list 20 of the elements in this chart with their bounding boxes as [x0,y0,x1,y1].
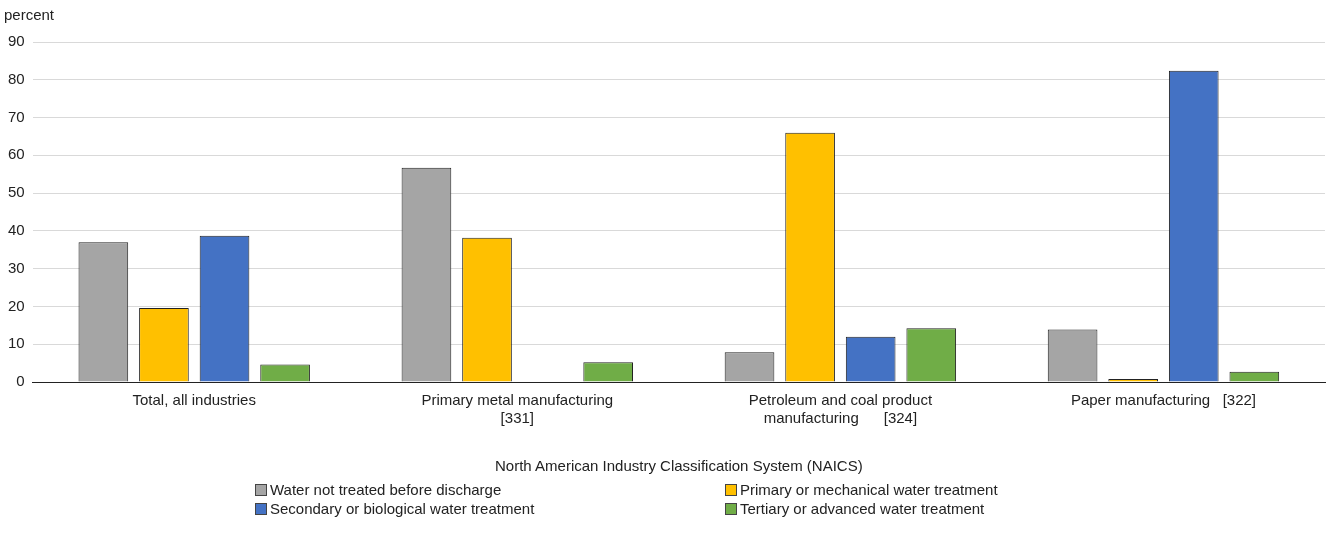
y-tick-label: 80 [8,69,25,87]
y-tick-label: 50 [8,183,25,201]
y-tick-label: 20 [8,296,25,314]
x-tick-label: Primary metal manufacturing [331] [421,391,614,427]
y-tick-label: 30 [8,258,25,276]
legend-label: Secondary or biological water treatment [269,499,536,518]
y-tick-label: 70 [8,107,25,125]
y-tick-label: 40 [8,221,25,239]
x-tick-label: Paper manufacturing [322] [1070,391,1257,409]
legend-label: Tertiary or advanced water treatment [739,499,986,518]
y-tick-label: 0 [16,372,25,390]
x-tick-label: Petroleum and coal product manufacturing [324] [748,391,933,427]
y-tick-label: 60 [8,145,25,163]
x-tick-label: Total, all industries [132,391,256,409]
legend-label: Water not treated before discharge [269,480,503,499]
y-axis-title: percent [4,5,55,23]
x-axis-title: North American Industry Classification System (NAICS) [495,457,863,475]
y-tick-label: 90 [8,32,25,50]
y-tick-label: 10 [8,334,25,352]
legend-label: Primary or mechanical water treatment [739,480,999,499]
